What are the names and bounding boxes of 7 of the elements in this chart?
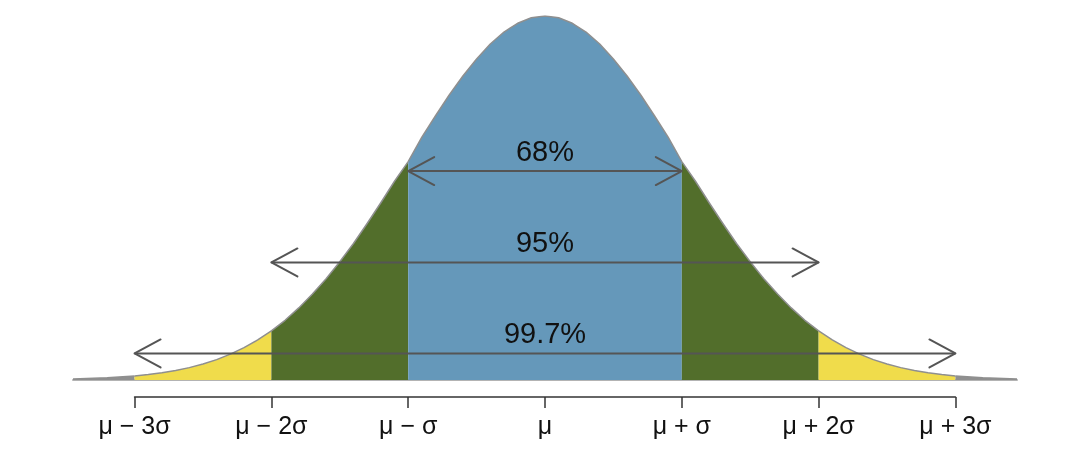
x-tick-label: μ + 3σ	[919, 410, 993, 439]
x-tick-label: μ + 2σ	[782, 410, 856, 439]
x-tick-label: μ − 2σ	[235, 410, 309, 439]
x-tick-label: μ + σ	[652, 410, 712, 439]
x-tick-label: μ	[537, 410, 553, 439]
x-tick-label: μ − σ	[379, 410, 438, 439]
x-tick-label: μ − 3σ	[98, 410, 172, 439]
